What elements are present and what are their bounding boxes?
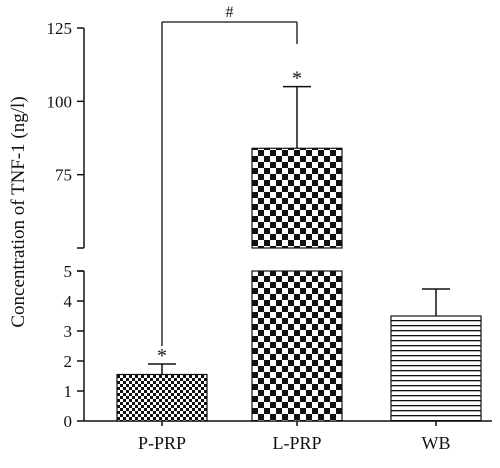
y-tick-label: 125 xyxy=(47,19,73,38)
significance-asterisk: * xyxy=(157,345,167,367)
y-tick-label: 4 xyxy=(64,292,73,311)
y-tick-label: 5 xyxy=(64,262,73,281)
y-tick-label: 2 xyxy=(64,352,73,371)
error-bars xyxy=(148,85,450,375)
bar-wb xyxy=(390,315,482,422)
y-tick-label: 75 xyxy=(55,166,72,185)
significance-asterisk: * xyxy=(292,68,302,90)
x-tick-labels: P-PRP L-PRP WB xyxy=(138,421,451,453)
comparison-label: # xyxy=(226,4,234,21)
y-tick-label: 0 xyxy=(64,412,73,431)
x-tick-label: P-PRP xyxy=(138,433,186,453)
bar-l-prp-lower xyxy=(251,270,343,422)
y-tick-label: 1 xyxy=(64,382,73,401)
x-tick-label: WB xyxy=(422,433,451,453)
y-tick-label: 3 xyxy=(64,322,73,341)
annotations: * * # xyxy=(157,4,302,367)
bars xyxy=(116,147,482,422)
bar-p-prp xyxy=(116,373,208,422)
y-tick-label: 100 xyxy=(47,92,73,111)
x-tick-label: L-PRP xyxy=(272,433,321,453)
y-axis-label: Concentration of TNF-1 (ng/l) xyxy=(8,96,29,327)
bar-l-prp-upper xyxy=(251,147,343,249)
